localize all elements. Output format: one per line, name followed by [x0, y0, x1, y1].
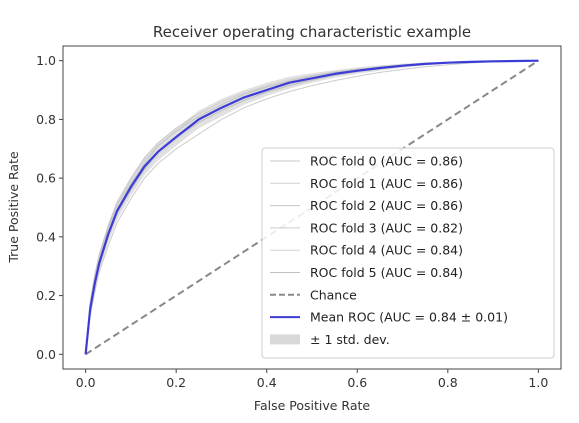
- legend-label: ROC fold 3 (AUC = 0.82): [310, 220, 463, 235]
- roc-fold-3-line: [85, 60, 539, 355]
- legend-label: Mean ROC (AUC = 0.84 ± 0.01): [310, 310, 508, 325]
- legend-swatch-std-dev: [270, 334, 300, 345]
- legend-label: ± 1 std. dev.: [310, 332, 390, 347]
- mean-roc-line: [84, 59, 539, 355]
- legend-label: ROC fold 4 (AUC = 0.84): [310, 243, 463, 258]
- legend-label: ROC fold 2 (AUC = 0.86): [310, 198, 463, 213]
- x-tick-label: 0.2: [166, 375, 186, 390]
- x-tick-label: 0.6: [347, 375, 367, 390]
- legend: ROC fold 0 (AUC = 0.86) ROC fold 1 (AUC =…: [261, 147, 555, 359]
- x-tick-label: 1.0: [528, 375, 548, 390]
- x-tick-label: 0.4: [257, 375, 277, 390]
- legend-label: Chance: [310, 287, 357, 302]
- chart-title: Receiver operating characteristic exampl…: [153, 23, 471, 41]
- x-tick-label: 0.8: [438, 375, 458, 390]
- legend-label: ROC fold 5 (AUC = 0.84): [310, 265, 463, 280]
- y-axis-label: True Positive Rate: [6, 151, 21, 264]
- y-tick-label: 0.6: [36, 171, 56, 186]
- legend-box: [261, 147, 555, 359]
- y-tick-label: 0.0: [36, 347, 56, 362]
- x-axis-label: False Positive Rate: [254, 398, 370, 413]
- legend-label: ROC fold 1 (AUC = 0.86): [310, 176, 463, 191]
- y-tick-label: 1.0: [36, 53, 56, 68]
- axis-ticks: 0.0 0.2 0.4 0.6 0.8 1.0 0.0 0.2 0.4 0.6 0.8 1.0: [36, 45, 562, 390]
- y-tick-label: 0.2: [36, 288, 56, 303]
- x-tick-label: 0.0: [76, 375, 96, 390]
- legend-label: ROC fold 0 (AUC = 0.86): [310, 154, 463, 169]
- plot-frame: [62, 45, 562, 370]
- y-tick-label: 0.8: [36, 112, 56, 127]
- y-tick-label: 0.4: [36, 229, 56, 244]
